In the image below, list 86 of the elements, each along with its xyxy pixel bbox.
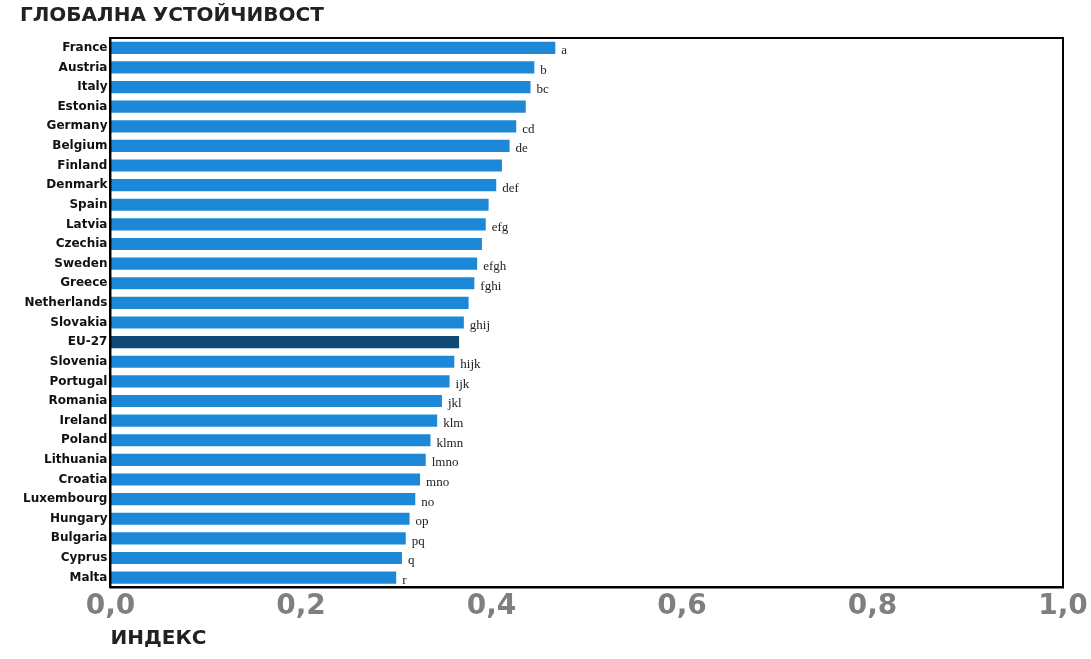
y-tick-label: France xyxy=(62,39,108,54)
y-tick-label: Cyprus xyxy=(60,550,108,565)
bar xyxy=(110,453,426,466)
data-label: cd xyxy=(522,120,536,136)
bar xyxy=(110,355,455,368)
data-label: hijk xyxy=(460,356,482,372)
data-label: b xyxy=(540,61,547,77)
bar xyxy=(110,551,402,565)
bar xyxy=(110,139,510,152)
data-label: q xyxy=(407,552,415,568)
bar xyxy=(110,257,478,270)
data-label: de xyxy=(515,140,529,156)
y-tick-label: Finland xyxy=(57,157,108,172)
y-tick-label: Hungary xyxy=(49,510,108,525)
bar xyxy=(110,532,406,545)
x-tick-label: 1,0 xyxy=(1038,588,1088,622)
data-label: bc xyxy=(536,81,550,97)
bar xyxy=(110,296,469,309)
data-label: a xyxy=(561,42,568,58)
y-tick-label: Italy xyxy=(77,79,108,94)
data-label: r xyxy=(402,572,408,588)
y-tick-label: Slovenia xyxy=(49,353,108,368)
data-label: klm xyxy=(443,415,464,431)
y-tick-label: Netherlands xyxy=(24,295,108,310)
bar xyxy=(110,375,450,388)
y-tick-label: Sweden xyxy=(54,255,108,270)
bar xyxy=(110,473,421,486)
y-tick-label: Latvia xyxy=(65,216,108,231)
x-tick-label: 0,4 xyxy=(466,588,517,622)
y-tick-label: Luxembourg xyxy=(22,491,108,506)
y-tick-label: Romania xyxy=(48,393,108,408)
y-tick-label: Poland xyxy=(61,432,108,447)
y-tick-label: Belgium xyxy=(52,138,108,153)
bar xyxy=(110,159,502,172)
y-tick-label: Czechia xyxy=(55,236,108,251)
x-tick-label: 0,2 xyxy=(276,588,326,622)
data-label: klmn xyxy=(436,434,464,450)
bar xyxy=(110,80,531,94)
y-tick-label: Germany xyxy=(46,118,108,133)
chart-title: ГЛОБАЛНА УСТОЙЧИВОСТ xyxy=(20,2,325,27)
bar xyxy=(110,394,442,408)
bar xyxy=(110,100,526,113)
bar xyxy=(110,179,497,192)
y-tick-label: Estonia xyxy=(57,98,108,113)
data-label: no xyxy=(421,493,435,509)
x-tick-label: 0,8 xyxy=(847,588,898,622)
bar xyxy=(110,218,486,231)
bar xyxy=(110,571,397,584)
y-tick-label: EU-27 xyxy=(67,334,108,349)
y-tick-label: Austria xyxy=(58,59,108,74)
x-tick-label: 0,0 xyxy=(85,588,136,622)
bar xyxy=(110,434,431,447)
y-tick-label: Portugal xyxy=(49,373,108,388)
y-tick-label: Bulgaria xyxy=(50,530,108,545)
data-label: lmno xyxy=(431,454,459,470)
x-tick-label: 0,6 xyxy=(657,588,707,622)
bar xyxy=(110,198,489,211)
bar xyxy=(110,41,556,54)
bar xyxy=(110,277,475,290)
y-tick-label: Greece xyxy=(60,275,108,290)
bar xyxy=(110,120,517,133)
y-tick-label: Denmark xyxy=(46,177,109,192)
y-tick-label: Lithuania xyxy=(44,451,108,466)
data-label: mno xyxy=(426,473,450,489)
y-tick-label: Malta xyxy=(69,569,108,584)
bar xyxy=(110,316,464,329)
bar xyxy=(110,237,482,251)
bar xyxy=(110,336,460,349)
data-label: ghij xyxy=(469,316,491,332)
data-label: op xyxy=(415,513,429,529)
bar xyxy=(110,512,410,525)
data-label: efg xyxy=(491,218,509,234)
bar xyxy=(110,414,438,427)
data-label: ijk xyxy=(455,375,470,391)
data-label: def xyxy=(502,179,520,195)
data-label: pq xyxy=(411,532,426,548)
y-tick-label: Croatia xyxy=(58,471,108,486)
y-tick-label: Slovakia xyxy=(50,314,108,329)
data-label: efgh xyxy=(483,258,507,274)
data-label: jkl xyxy=(446,395,463,411)
y-tick-label: Ireland xyxy=(59,412,108,427)
x-axis-title: ИНДЕКС xyxy=(110,625,207,650)
bar xyxy=(110,493,416,506)
y-tick-label: Spain xyxy=(69,196,108,211)
data-label: fghi xyxy=(480,277,502,293)
bar xyxy=(110,61,535,74)
